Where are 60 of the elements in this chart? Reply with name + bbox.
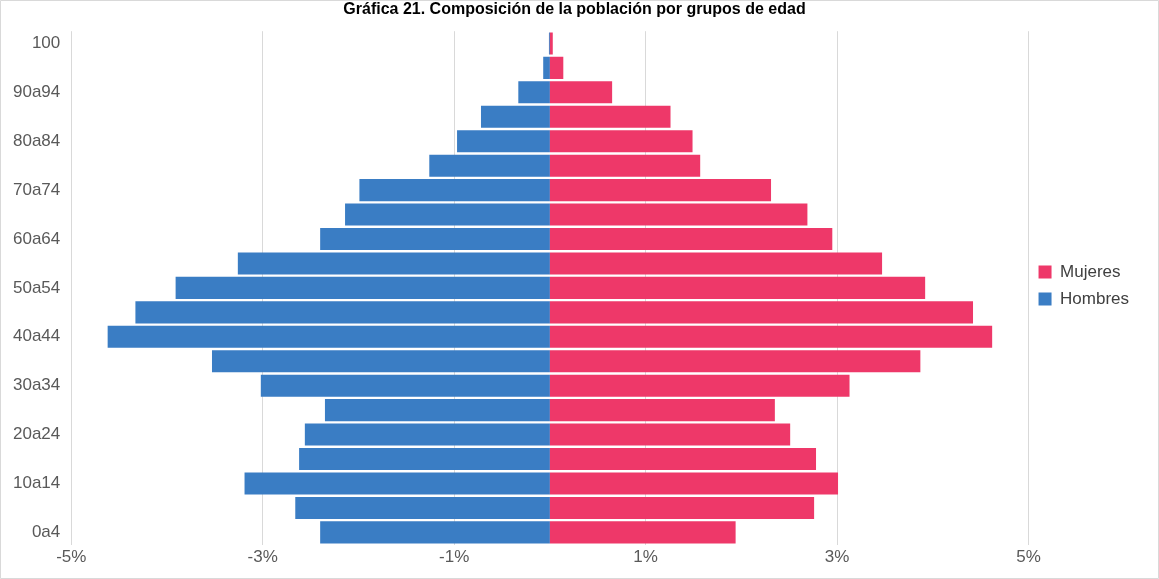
bar xyxy=(260,374,550,397)
bar xyxy=(549,276,926,299)
bar xyxy=(429,154,550,177)
bar xyxy=(324,399,550,422)
bar xyxy=(175,276,550,299)
bar xyxy=(295,496,550,519)
bar xyxy=(237,252,550,275)
bar xyxy=(549,325,993,348)
x-tick-label: -1% xyxy=(439,547,470,567)
bar xyxy=(107,325,550,348)
y-tick-label: 90a94 xyxy=(12,82,61,102)
bar xyxy=(359,179,550,202)
bar xyxy=(135,301,550,324)
y-tick-label: 40a44 xyxy=(12,326,61,346)
bar xyxy=(543,56,550,79)
bar xyxy=(549,472,839,495)
x-tick-label: 5% xyxy=(1016,547,1041,567)
y-tick-label: 30a34 xyxy=(12,375,61,395)
y-tick-label: 80a84 xyxy=(12,130,61,150)
bar xyxy=(549,521,736,544)
bar xyxy=(549,227,833,251)
bar xyxy=(345,203,550,226)
y-tick-label: 100 xyxy=(31,33,61,53)
bar xyxy=(518,81,550,104)
bar xyxy=(549,203,808,226)
x-tick-label: -5% xyxy=(56,547,87,567)
y-tick-label: 60a64 xyxy=(12,228,61,248)
bar xyxy=(457,130,550,153)
bar xyxy=(549,252,883,275)
legend-label: Mujeres xyxy=(1060,261,1121,281)
y-tick-label: 70a74 xyxy=(12,179,61,199)
bar xyxy=(549,423,791,446)
y-tick-label: 10a14 xyxy=(12,473,61,493)
bar xyxy=(549,448,817,471)
bar xyxy=(549,179,772,202)
bar xyxy=(549,81,613,104)
y-tick-label: 20a24 xyxy=(12,424,61,444)
x-tick-label: 1% xyxy=(633,547,658,567)
x-tick-label: -3% xyxy=(247,547,278,567)
bar xyxy=(549,56,564,79)
bar xyxy=(549,105,671,128)
bar xyxy=(549,399,775,422)
chart-title: Gráfica 21. Composición de la población por grupos de edad xyxy=(343,0,806,18)
bar xyxy=(320,227,550,251)
bar xyxy=(549,350,921,373)
bar xyxy=(211,350,550,373)
y-tick-label: 50a54 xyxy=(12,277,61,297)
bar xyxy=(320,521,550,544)
bar xyxy=(480,105,550,128)
y-tick-label: 0a4 xyxy=(31,522,61,542)
bar xyxy=(299,448,550,471)
bar xyxy=(244,472,550,495)
bar xyxy=(304,423,550,446)
bar xyxy=(549,154,701,177)
bar xyxy=(549,301,974,324)
legend-label: Hombres xyxy=(1060,288,1130,308)
bar xyxy=(549,130,693,153)
bar xyxy=(549,374,850,397)
x-tick-label: 3% xyxy=(824,547,850,567)
bar xyxy=(549,496,815,519)
